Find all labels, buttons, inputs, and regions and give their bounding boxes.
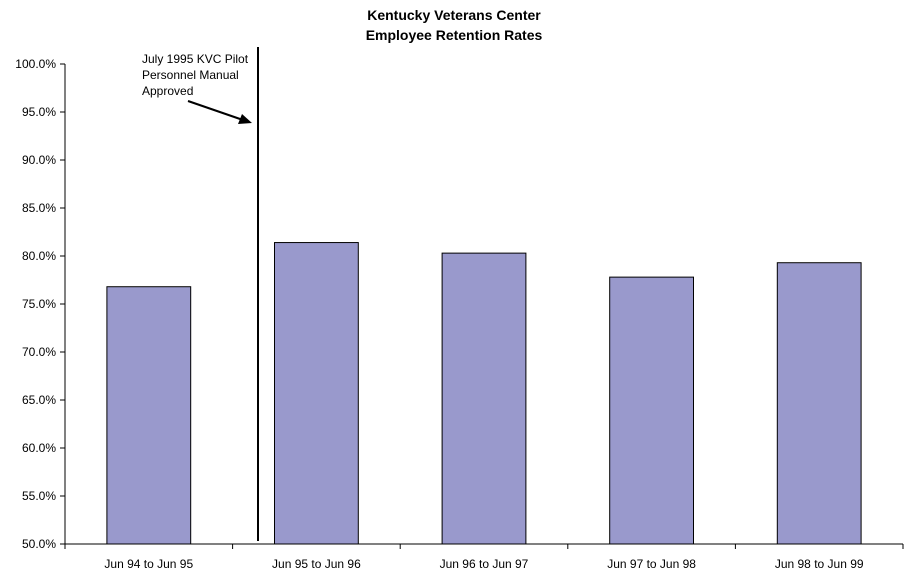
y-tick-label: 75.0% — [22, 297, 56, 311]
y-tick-label: 100.0% — [15, 57, 56, 71]
x-tick-label: Jun 96 to Jun 97 — [440, 557, 529, 571]
bars-group — [106, 242, 862, 545]
x-tick-label: Jun 94 to Jun 95 — [104, 557, 193, 571]
bar-4 — [609, 276, 695, 545]
annotation-line-3: Approved — [142, 84, 193, 98]
y-tick-label: 55.0% — [22, 489, 56, 503]
annotation-line-2: Personnel Manual — [142, 68, 239, 82]
annotation-arrow-shaft — [187, 100, 244, 121]
y-tick-label: 50.0% — [22, 537, 56, 551]
chart-title: Kentucky Veterans Center — [367, 7, 541, 23]
bar-5 — [776, 262, 862, 545]
y-tick-label: 65.0% — [22, 393, 56, 407]
bar-1 — [106, 286, 192, 545]
y-tick-label: 70.0% — [22, 345, 56, 359]
x-axis: Jun 94 to Jun 95 Jun 95 to Jun 96 Jun 96 t… — [64, 543, 904, 571]
y-tick-label: 80.0% — [22, 249, 56, 263]
bar-3 — [441, 252, 527, 545]
chart-subtitle: Employee Retention Rates — [366, 27, 543, 43]
bar-2 — [274, 242, 359, 545]
y-axis: 50.0% 55.0% 60.0% 65.0% 70.0% 75.0% 80.0% 85.0%… — [15, 57, 66, 551]
annotation-line-1: July 1995 KVC Pilot — [142, 52, 249, 66]
x-tick-label: Jun 97 to Jun 98 — [607, 557, 696, 571]
annotation: July 1995 KVC Pilot Personnel Manual App… — [142, 52, 252, 124]
x-tick-label: Jun 95 to Jun 96 — [272, 557, 361, 571]
y-tick-label: 95.0% — [22, 105, 56, 119]
x-tick-label: Jun 98 to Jun 99 — [775, 557, 864, 571]
annotation-arrow-head — [238, 114, 252, 124]
y-tick-label: 85.0% — [22, 201, 56, 215]
y-tick-label: 90.0% — [22, 153, 56, 167]
y-tick-label: 60.0% — [22, 441, 56, 455]
